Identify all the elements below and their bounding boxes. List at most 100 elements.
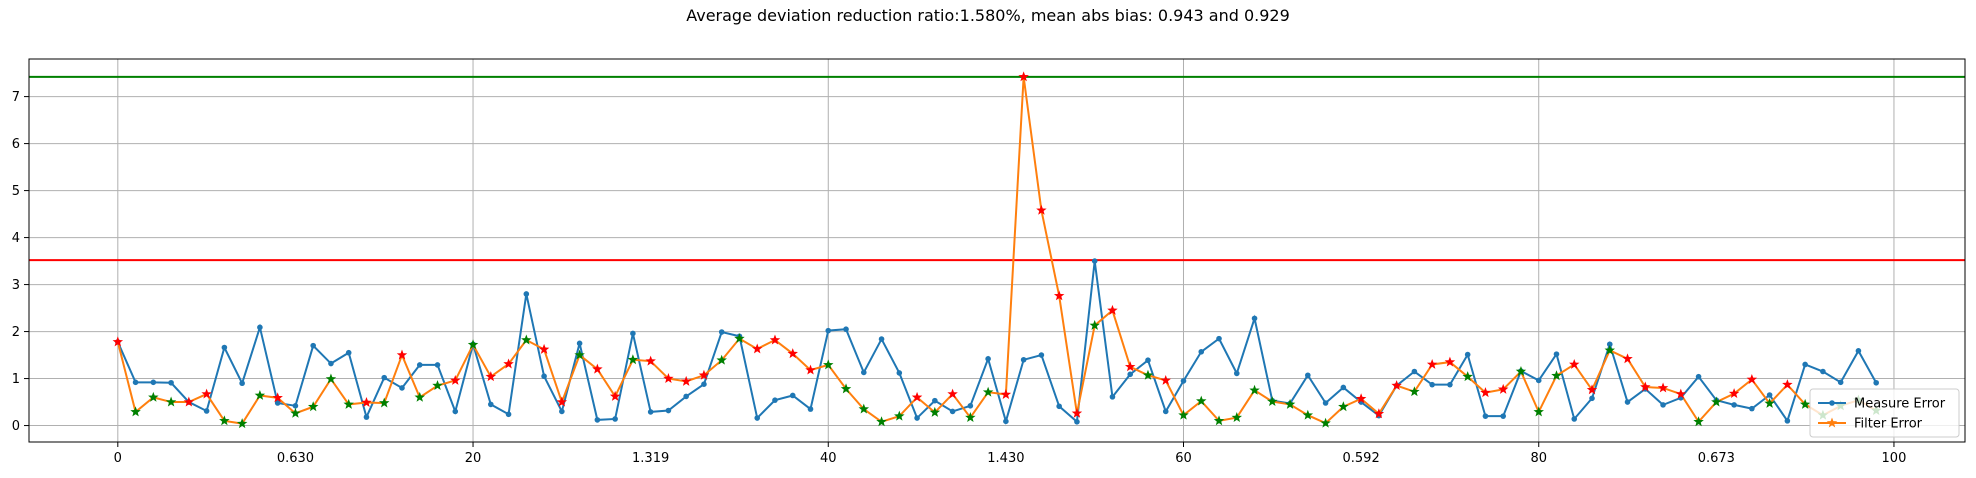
measure-error-point (168, 379, 174, 386)
filter-error-point (1036, 204, 1047, 215)
filter-error-point (645, 355, 656, 366)
measure-error-point (274, 400, 281, 406)
measure-error-point (949, 408, 956, 415)
filter-error-point (1444, 356, 1456, 367)
filter-error-point (1551, 370, 1562, 381)
measure-error-point (150, 379, 157, 386)
measure-error-point (1571, 416, 1578, 422)
filter-error-point (823, 359, 834, 370)
series-layer (116, 76, 1878, 425)
measure-error-point (1766, 392, 1773, 398)
legend-filter-label: Filter Error (1854, 417, 1923, 432)
filter-error-point (112, 336, 124, 347)
measure-error-point (647, 409, 654, 415)
measure-error-point (576, 340, 583, 347)
filter-error-point (965, 412, 976, 423)
filter-error-point (450, 374, 461, 385)
filter-error-point (751, 343, 763, 354)
measure-error-point (487, 401, 494, 408)
filter-error-point (343, 398, 354, 409)
legend: Measure Error Filter Error (1809, 388, 1960, 438)
filter-error-point (1764, 397, 1775, 408)
filter-error-point (485, 371, 497, 382)
measure-error-point (1429, 381, 1435, 388)
filter-error-point (521, 334, 532, 345)
filter-error-point (1675, 388, 1687, 399)
measure-error-point (878, 336, 885, 342)
measure-error-point (1305, 372, 1311, 379)
measure-error-point (1500, 413, 1507, 419)
y-tick-label: 3 (12, 278, 20, 293)
filter-error-point (290, 407, 301, 418)
filter-error-point (1782, 379, 1793, 390)
measure-error-point (967, 403, 974, 409)
filter-error-point (1497, 383, 1509, 394)
filter-error-point (1533, 406, 1544, 417)
filter-error-point (663, 373, 674, 384)
measure-error-point (718, 329, 725, 335)
x-tick-label: 100 (1882, 451, 1907, 466)
filter-error-point (272, 392, 283, 403)
filter-error-point (1142, 369, 1154, 380)
y-tick-label: 2 (12, 325, 20, 340)
measure-error-point (1109, 394, 1116, 400)
measure-error-point (221, 344, 228, 351)
measure-error-point (416, 362, 423, 368)
measure-error-point (860, 369, 867, 376)
measure-error-point (932, 397, 938, 404)
filter-error-point (1515, 366, 1527, 376)
measure-error-point (1535, 377, 1542, 384)
filter-error-point (1089, 319, 1100, 330)
measure-error-point (257, 324, 263, 331)
measure-error-point (1003, 418, 1009, 425)
y-tick-label: 7 (12, 90, 20, 105)
legend-measure-label: Measure Error (1854, 397, 1946, 412)
measure-error-point (1553, 351, 1560, 357)
y-tick-label: 0 (12, 419, 20, 434)
x-tick-label: 0 (114, 451, 122, 466)
filter-error-point (201, 388, 212, 399)
filter-error-point (503, 358, 514, 369)
filter-error-point (1000, 389, 1012, 399)
filter-error-point (1160, 374, 1171, 385)
filter-error-point (1018, 71, 1029, 82)
filter-error-point (805, 364, 816, 375)
filter-error-point (1391, 380, 1402, 391)
filter-error-point (592, 363, 603, 374)
measure-error-point (825, 327, 832, 334)
filter-error-point (1338, 401, 1349, 412)
segment-ratio-label: 0.673 (1698, 451, 1735, 466)
measure-error-point (1074, 418, 1080, 425)
filter-error-point (1355, 393, 1367, 404)
filter-error-point (396, 349, 408, 360)
filter-error-point (1196, 395, 1207, 406)
filter-error-point (1640, 381, 1651, 392)
measure-error-point (1091, 258, 1098, 264)
measure-error-point (1606, 341, 1613, 348)
measure-error-point (683, 393, 689, 400)
filter-error-point (1213, 415, 1225, 426)
filter-error-point (1746, 374, 1758, 384)
filter-error-point (236, 418, 248, 429)
filter-error-point (432, 380, 443, 391)
filter-error-point (1178, 409, 1189, 420)
filter-error-point (574, 349, 585, 360)
y-tick-label: 4 (12, 231, 20, 246)
measure-error-point (1020, 356, 1027, 363)
measure-error-point (505, 411, 512, 418)
segment-ratio-label: 0.592 (1343, 451, 1380, 466)
filter-error-point (538, 343, 550, 354)
measure-error-point (1340, 384, 1347, 391)
measure-error-point (381, 374, 388, 381)
filter-error-point (1693, 416, 1704, 427)
measure-error-point (310, 342, 316, 349)
filter-error-point (254, 389, 266, 400)
measure-error-point (523, 291, 530, 297)
measure-error-point (132, 379, 139, 386)
filter-error-point (467, 339, 479, 350)
filter-error-point (1284, 398, 1296, 409)
filter-error-point (1622, 353, 1633, 364)
y-tick-label: 5 (12, 184, 20, 199)
legend-measure-marker (1829, 400, 1835, 406)
measure-error-point (1038, 352, 1045, 358)
